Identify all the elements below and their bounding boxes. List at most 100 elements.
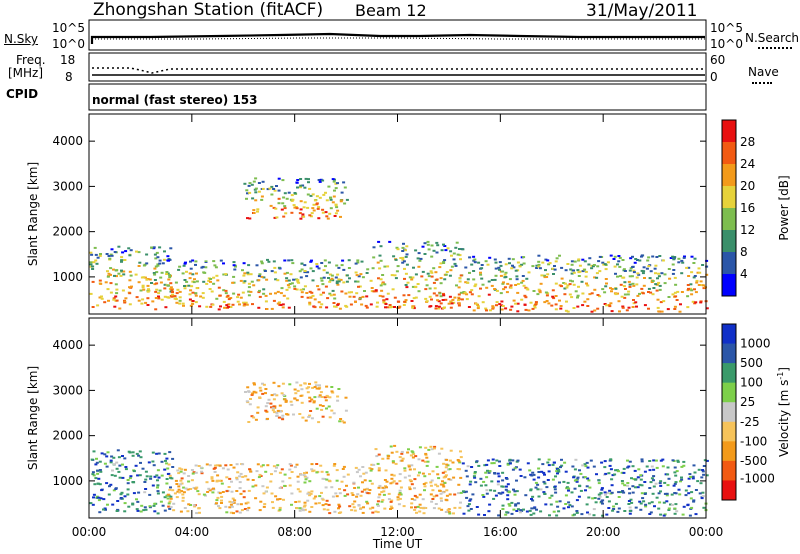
power-cell [277,202,281,205]
power-cell [128,286,131,289]
power-cell [309,260,313,263]
power-cell [175,292,179,295]
velocity-cell [424,507,428,509]
power-cell [627,306,631,309]
velocity-cell [627,503,631,505]
power-cell [260,195,264,198]
power-ytick-label: 2000 [52,225,83,239]
velocity-cell [505,477,509,480]
power-cell [447,302,451,305]
power-cell [315,263,319,265]
velocity-cell [600,500,603,503]
power-cell [511,264,514,267]
power-cell [155,251,159,254]
velocity-cell [622,491,626,494]
velocity-xtick-label: 12:00 [380,525,415,539]
velocity-cell [690,491,694,494]
power-cell [378,254,382,257]
velocity-cell [179,470,183,473]
power-cell [444,249,448,252]
velocity-cell [325,407,328,410]
power-cell [690,271,694,274]
power-cell [485,286,489,289]
velocity-cell [300,388,304,391]
velocity-cell [422,512,426,515]
velocity-cell [563,461,567,464]
velocity-cell [536,483,540,486]
velocity-cell [698,492,702,495]
velocity-cell [115,510,119,512]
velocity-cell [292,413,295,416]
power-cell [405,253,409,256]
power-cell [145,262,149,265]
power-cell [516,291,520,294]
power-cell [612,258,616,260]
power-cell [334,182,338,185]
power-cell [576,269,580,272]
velocity-cell [328,416,332,419]
power-cell [334,204,338,207]
power-cell [632,299,635,301]
velocity-cell [657,507,661,510]
velocity-cell [303,501,307,504]
velocity-cell [397,503,401,506]
power-cell [192,281,196,284]
power-cell [287,306,291,309]
velocity-cell [462,512,466,515]
power-cell [213,264,217,267]
power-cell [427,248,431,251]
velocity-cell [108,485,111,488]
velocity-colorbar-tick: 25 [740,395,755,409]
power-cell [246,271,250,274]
velocity-cell [377,486,381,489]
velocity-cell [342,465,346,468]
power-cell [319,277,323,280]
velocity-cell [507,490,511,493]
velocity-cell [562,480,566,483]
power-cell [424,297,428,300]
power-cell [310,259,313,262]
power-cell [292,204,296,207]
velocity-cell [479,484,483,487]
velocity-cell [295,381,299,384]
power-cell [603,263,607,266]
velocity-cell [458,461,462,464]
power-cell [405,263,409,266]
velocity-cell [132,470,136,473]
velocity-cell [296,480,300,483]
power-cell [390,274,394,277]
power-cell [272,188,276,190]
power-cell [285,271,289,274]
velocity-cell [252,390,256,393]
power-cell [358,297,362,300]
power-cell [484,260,488,263]
velocity-cell [321,415,325,418]
power-cell [250,183,254,186]
power-cell [568,293,572,296]
velocity-cell [169,486,172,489]
power-cell [320,303,324,306]
power-cell [388,304,392,306]
power-cell [521,279,525,282]
power-cell [217,308,221,311]
velocity-cell [238,487,242,490]
velocity-cell [361,466,365,468]
velocity-cell [264,388,268,390]
velocity-cell [628,492,632,495]
power-cell [502,288,506,291]
velocity-cell [233,499,237,502]
power-cell [224,273,228,276]
power-cell [609,302,613,305]
power-cell [257,291,261,294]
velocity-cell [309,410,313,412]
power-cell [504,276,508,278]
velocity-cell [283,398,287,401]
velocity-cell [390,473,394,476]
power-cell [183,287,187,290]
velocity-cell [408,468,412,471]
power-cell [457,296,461,299]
nsearch-tick-bottom: 10^0 [710,37,743,51]
power-cell [343,202,347,205]
power-ytick-label: 4000 [52,134,83,148]
power-cell [523,303,527,306]
